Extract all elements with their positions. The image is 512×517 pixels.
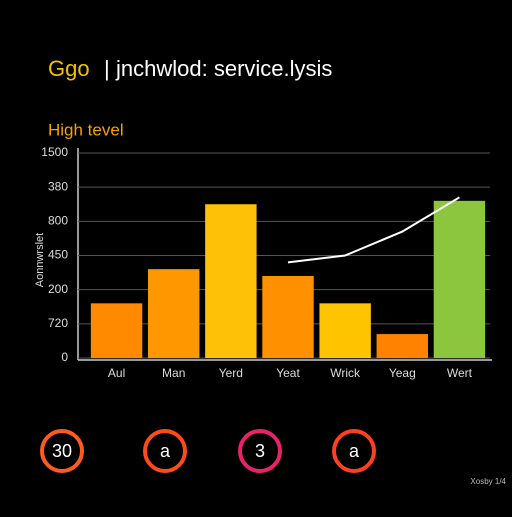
chart-title: jnchwlod: service.lysis: [115, 56, 332, 81]
x-tick-label: Yeat: [276, 366, 300, 380]
y-axis-label: Aonnwrslet: [34, 233, 46, 287]
bar: [262, 276, 314, 358]
x-tick-label: Man: [162, 366, 185, 380]
y-tick-label: 0: [61, 350, 68, 364]
y-tick-label: 800: [48, 214, 68, 228]
x-tick-label: Yerd: [219, 366, 243, 380]
badge: 30: [40, 429, 84, 473]
x-tick-label: Aul: [108, 366, 125, 380]
badge: a: [332, 429, 376, 473]
badge-ring: [40, 429, 84, 473]
y-tick-label: 200: [48, 282, 68, 296]
badge-label: a: [349, 441, 360, 461]
badge-label: 30: [52, 441, 72, 461]
badge-ring: [332, 429, 376, 473]
y-tick-label: 380: [48, 179, 68, 193]
bar: [319, 303, 371, 358]
bar: [433, 200, 486, 358]
bar: [376, 334, 428, 358]
badge: 3: [238, 429, 282, 473]
bar: [205, 204, 257, 358]
badge-ring: [143, 429, 187, 473]
y-tick-label: 720: [48, 316, 68, 330]
bar: [90, 303, 143, 358]
y-tick-label: 1500: [41, 145, 68, 159]
y-tick-label: 450: [48, 248, 68, 262]
bar: [148, 269, 200, 358]
x-tick-label: Wert: [447, 366, 473, 380]
line-series: [287, 196, 460, 264]
badge-label: a: [160, 441, 171, 461]
x-tick-label: Wrick: [330, 366, 361, 380]
chart-subtitle: High tevel: [48, 120, 124, 139]
badge: a: [143, 429, 187, 473]
title-prefix: Ggo: [48, 56, 90, 81]
badge-ring: [238, 429, 282, 473]
badge-label: 3: [255, 441, 265, 461]
x-tick-label: Yeag: [389, 366, 416, 380]
watermark: Xosby 1/4: [470, 477, 506, 486]
title-separator: |: [104, 56, 110, 81]
